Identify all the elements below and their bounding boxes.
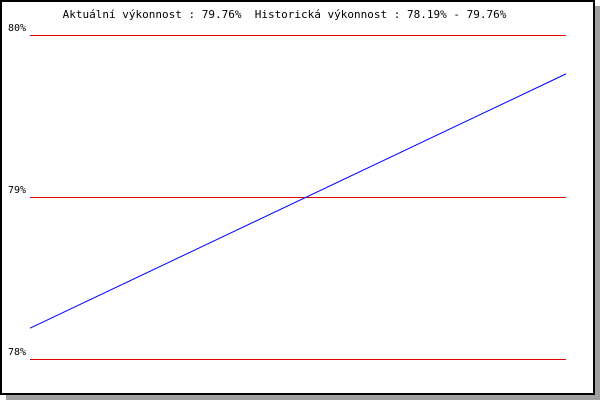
y-tick-label: 79% <box>8 185 26 196</box>
y-tick-label: 80% <box>8 23 26 34</box>
y-tick-label: 78% <box>8 347 26 358</box>
chart-title: Aktuální výkonnost : 79.76% Historická v… <box>62 8 507 21</box>
series-line <box>29 73 567 329</box>
